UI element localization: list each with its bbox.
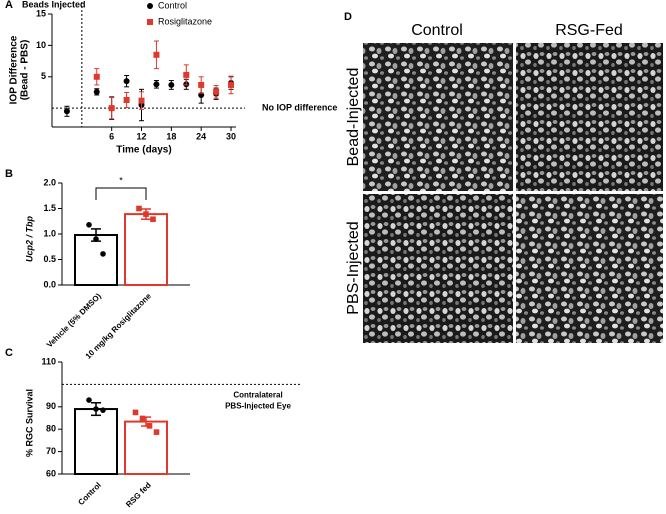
column-label: RSG-Fed bbox=[555, 22, 623, 39]
point bbox=[63, 108, 70, 115]
point bbox=[93, 406, 99, 412]
image-pbs-control bbox=[363, 194, 513, 343]
x-tick-label: Control bbox=[76, 481, 102, 507]
point bbox=[132, 409, 139, 416]
y-axis-label: Ucp2 / Tbp bbox=[24, 216, 34, 263]
point bbox=[153, 429, 160, 435]
point bbox=[168, 81, 175, 88]
legend-marker bbox=[147, 3, 153, 9]
y-tick-label: 80 bbox=[46, 424, 56, 434]
image-bead-rsg bbox=[516, 43, 663, 191]
y-tick-label: 90 bbox=[46, 401, 56, 411]
y-tick-label: 1.0 bbox=[43, 228, 56, 238]
point bbox=[198, 81, 205, 88]
point bbox=[93, 236, 99, 242]
y-tick-label: 0.5 bbox=[43, 254, 56, 264]
point bbox=[138, 97, 145, 104]
annotation: No IOP difference bbox=[262, 103, 337, 113]
point bbox=[150, 216, 156, 223]
y-tick-label: 110 bbox=[41, 356, 56, 366]
annotation: PBS-Injected Eye bbox=[225, 402, 291, 411]
panel-label: C bbox=[5, 347, 13, 359]
y-tick-label: 2.0 bbox=[43, 177, 56, 187]
point bbox=[123, 97, 130, 104]
bar bbox=[74, 234, 118, 287]
y-axis-label: (Bead - PBS) bbox=[20, 40, 31, 101]
point bbox=[213, 88, 220, 95]
significance-label: * bbox=[119, 175, 123, 185]
row-label: PBS-Injected bbox=[345, 221, 362, 314]
significance-bracket bbox=[95, 187, 147, 200]
annotation: Contralateral bbox=[233, 391, 282, 400]
x-axis-label: Time (days) bbox=[116, 145, 171, 156]
annotation: Beads Injected bbox=[22, 0, 86, 9]
row-label: Bead-Injected bbox=[345, 68, 362, 167]
image-pbs-rsg bbox=[516, 194, 663, 343]
y-tick-label: 10 bbox=[36, 40, 46, 50]
point bbox=[136, 205, 142, 212]
panel-label: D bbox=[344, 11, 352, 23]
bar bbox=[124, 213, 168, 286]
point bbox=[153, 81, 160, 88]
bar bbox=[74, 408, 118, 476]
point bbox=[93, 73, 100, 80]
panel-label: B bbox=[5, 168, 13, 180]
point bbox=[123, 78, 130, 85]
y-tick-label: 5 bbox=[41, 71, 46, 81]
point bbox=[183, 71, 190, 78]
point bbox=[228, 81, 235, 88]
y-tick-label: 1.5 bbox=[43, 203, 56, 213]
point bbox=[86, 397, 92, 403]
y-axis-label: % RGC Survival bbox=[24, 389, 34, 457]
y-tick-label: 60 bbox=[46, 468, 56, 478]
x-tick-label: RSG fed bbox=[124, 480, 153, 509]
point bbox=[100, 251, 106, 257]
y-axis-label: IOP Difference bbox=[9, 35, 20, 104]
point bbox=[143, 211, 149, 217]
y-tick-label: 70 bbox=[46, 446, 56, 456]
x-tick-label: 18 bbox=[166, 131, 176, 141]
point bbox=[86, 222, 92, 228]
x-tick-label: 12 bbox=[137, 131, 147, 141]
y-tick-label: 0.0 bbox=[43, 279, 56, 289]
x-tick-label: 24 bbox=[196, 131, 206, 141]
y-tick-label: 15 bbox=[36, 8, 46, 18]
x-tick-label: Vehicle (5% DMSO) bbox=[45, 291, 103, 349]
point bbox=[108, 105, 115, 112]
panel-label: A bbox=[5, 0, 13, 11]
point bbox=[100, 407, 106, 413]
point bbox=[153, 51, 160, 58]
legend-label: Rosiglitazone bbox=[158, 16, 212, 26]
column-label: Control bbox=[411, 22, 463, 39]
bar bbox=[124, 420, 168, 476]
image-bead-control bbox=[363, 43, 513, 191]
legend-label: Control bbox=[158, 0, 187, 10]
point bbox=[139, 415, 146, 422]
point bbox=[146, 423, 153, 429]
legend-marker bbox=[147, 19, 153, 25]
micrographs bbox=[363, 43, 663, 343]
x-tick-label: 30 bbox=[226, 131, 236, 141]
x-tick-label: 6 bbox=[109, 131, 114, 141]
point bbox=[93, 88, 100, 95]
